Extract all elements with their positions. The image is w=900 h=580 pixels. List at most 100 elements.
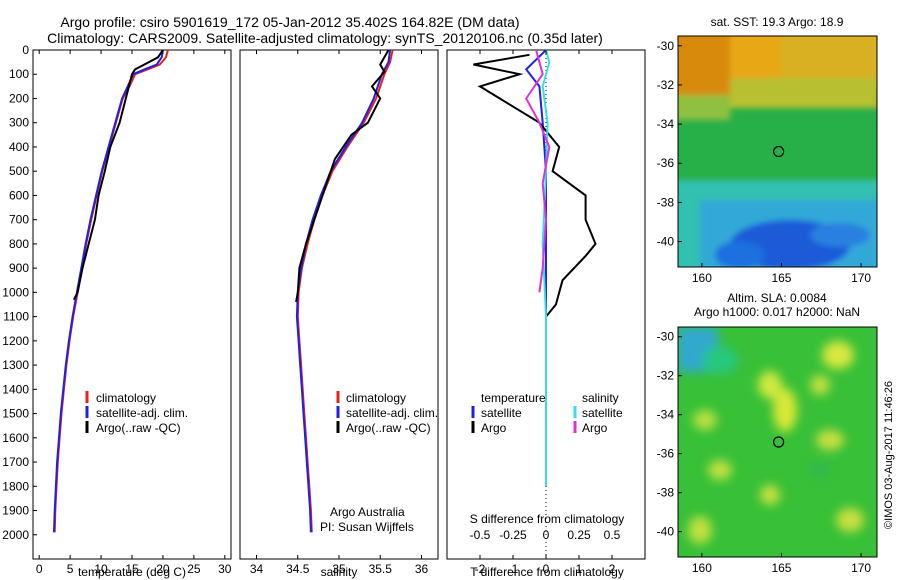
y-tick-label-16: 1600: [2, 431, 29, 445]
x-tick-label-1: -1: [508, 562, 519, 576]
salinity-panel: 34 34.5 35 35.5 36 salinity climatology sate…: [239, 49, 439, 579]
legend-title-salinity: salinity: [582, 391, 619, 405]
map-x-tick-label-1: 165: [771, 561, 791, 575]
s-tick-label-2: 0: [543, 528, 550, 542]
salinity-x-ticks: 34 34.5 35 35.5 36: [250, 50, 428, 576]
map-y-tick-label-5: -40: [657, 235, 675, 249]
sla-map-subtitle: Argo h1000: 0.017 h2000: NaN: [694, 305, 860, 319]
s-tick-label-0: -0.5: [470, 528, 491, 542]
map-y-tick-label-2: -34: [657, 117, 675, 131]
y-tick-label-6: 600: [9, 188, 29, 202]
temperature-series: [53, 50, 169, 533]
map-y-tick-label-1: -32: [657, 78, 675, 92]
map-x-tick-label-2: 170: [851, 561, 871, 575]
argo-location-marker: [773, 436, 785, 448]
map-x-tick-label-0: 160: [692, 561, 712, 575]
x-tick-label-4: 20: [156, 562, 170, 576]
sst-map-title: sat. SST: 19.3 Argo: 18.9: [711, 15, 844, 29]
credit-line2: PI: Susan Wijffels: [320, 520, 414, 534]
legend-t-argo: Argo: [481, 421, 507, 435]
difference-panel: -2 -1 0 1 2 -0.5 -0.25 0 0.25 0.5 S difference f…: [446, 49, 646, 579]
y-tick-label-18: 1800: [2, 479, 29, 493]
y-tick-label-8: 800: [9, 237, 29, 251]
legend-satellite: satellite-adj. clim.: [346, 406, 438, 420]
salinity-series: [295, 50, 394, 533]
legend-s-argo: Argo: [582, 421, 608, 435]
series-line-2: [72, 50, 164, 301]
sla-heatmap: [678, 327, 877, 557]
series-line-1: [53, 50, 164, 533]
salinity-legend: climatology satellite-adj. clim. Argo(..…: [336, 391, 438, 435]
temperature-xlabel: temperature (deg C): [78, 565, 186, 579]
map-y-tick-label-0: -30: [657, 330, 675, 344]
map-y-tick-label-3: -36: [657, 447, 675, 461]
depth-y-ticks: 0 100 200 300 400 500 600 700 800 900 1000 1100 1200…: [2, 43, 37, 542]
credit-line1: Argo Australia: [330, 505, 405, 519]
salinity-axes: [239, 49, 439, 560]
series-line-2: [295, 50, 390, 303]
series-line-1: [473, 53, 597, 318]
difference-xlabel-s: S difference from climatology: [470, 512, 625, 526]
legend-title-temperature: temperature: [481, 391, 546, 405]
header-line1: Argo profile: csiro 5901619_172 05-Jan-2…: [60, 14, 519, 30]
x-tick-label-3: 1: [576, 562, 583, 576]
x-tick-label-0: 34: [250, 562, 264, 576]
s-tick-label-1: -0.25: [499, 528, 527, 542]
legend-satellite: satellite-adj. clim.: [96, 406, 188, 420]
map-y-tick-label-3: -36: [657, 156, 675, 170]
y-tick-label-9: 900: [9, 261, 29, 275]
map-x-tick-label-1: 165: [771, 271, 791, 285]
y-tick-label-2: 200: [9, 91, 29, 105]
sla-map-panel: Altim. SLA: 0.0084 Argo h1000: 0.017 h20…: [657, 291, 878, 575]
map-y-tick-label-5: -40: [657, 525, 675, 539]
imos-watermark: ©IMOS 03-Aug-2017 11:46:26: [883, 381, 895, 529]
x-tick-label-5: 25: [187, 562, 201, 576]
series-line-3: [525, 50, 551, 293]
legend-argo: Argo(..raw -QC): [346, 421, 431, 435]
series-line-2: [541, 50, 551, 487]
x-tick-label-2: 0: [543, 562, 550, 576]
y-tick-label-4: 400: [9, 140, 29, 154]
y-tick-label-1: 100: [9, 67, 29, 81]
salinity-xlabel: salinity: [321, 565, 358, 579]
temperature-legend: climatology satellite-adj. clim. Argo(..…: [85, 391, 188, 435]
x-tick-label-1: 34.5: [286, 562, 310, 576]
legend-climatology: climatology: [346, 391, 406, 405]
map-x-tick-label-0: 160: [692, 271, 712, 285]
x-tick-label-3: 35.5: [369, 562, 393, 576]
x-tick-label-2: 35: [332, 562, 346, 576]
sla-map-title: Altim. SLA: 0.0084: [727, 291, 827, 305]
x-tick-label-3: 15: [125, 562, 139, 576]
y-tick-label-0: 0: [22, 43, 29, 57]
difference-legend: temperature salinity satellite Argo sate…: [471, 391, 623, 435]
argo-location-marker: [773, 145, 785, 158]
legend-argo: Argo(..raw -QC): [96, 421, 181, 435]
s-tick-label-4: 0.5: [604, 528, 621, 542]
temperature-panel: 0 5 10 15 20 25 30 0 100 200 300 400 500 600 700 800 90…: [2, 43, 232, 579]
y-tick-label-11: 1100: [3, 310, 29, 324]
x-tick-label-0: -2: [475, 562, 486, 576]
temperature-axes: [32, 49, 232, 560]
legend-t-satellite: satellite: [481, 406, 522, 420]
sst-map-frame: [677, 35, 878, 268]
y-tick-label-14: 1400: [2, 382, 29, 396]
map-y-tick-label-4: -38: [657, 195, 675, 209]
x-tick-label-0: 0: [36, 562, 43, 576]
difference-x-ticks: -2 -1 0 1 2: [475, 50, 616, 576]
sst-heatmap: [678, 36, 877, 267]
y-tick-label-17: 1700: [2, 455, 29, 469]
y-tick-label-7: 700: [9, 213, 29, 227]
x-tick-label-2: 10: [94, 562, 108, 576]
map-y-tick-label-1: -32: [657, 369, 675, 383]
sla-map-ticks: 160 165 170 -30 -32 -34 -36 -38 -40: [657, 330, 872, 575]
sla-map-frame: [677, 326, 878, 558]
y-tick-label-5: 500: [9, 164, 29, 178]
map-y-tick-label-4: -38: [657, 486, 675, 500]
legend-s-satellite: satellite: [582, 406, 623, 420]
difference-xlabel-t: T difference from climatology: [470, 565, 624, 579]
s-tick-label-3: 0.25: [567, 528, 591, 542]
legend-climatology: climatology: [96, 391, 156, 405]
sst-map-ticks: 160 165 170 -30 -32 -34 -36 -38 -40: [657, 39, 872, 285]
y-tick-label-15: 1500: [2, 407, 29, 421]
